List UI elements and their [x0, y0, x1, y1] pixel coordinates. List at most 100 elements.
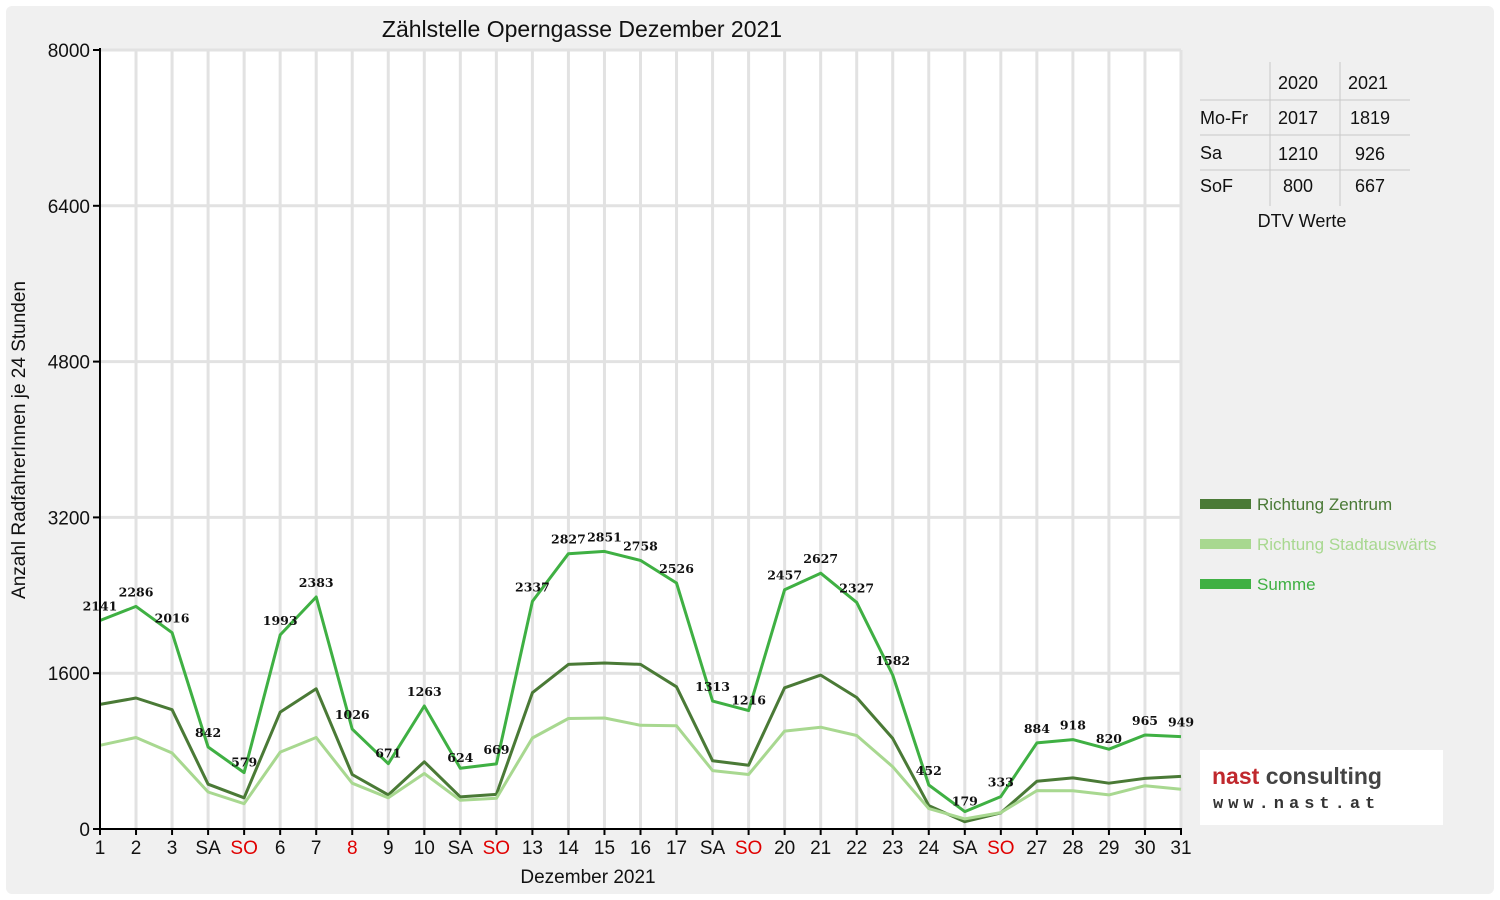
data-label: 669: [483, 742, 509, 757]
x-tick-label: 14: [558, 838, 580, 859]
data-label: 1313: [695, 679, 730, 694]
dtv-cell: 1210: [1278, 144, 1318, 164]
x-tick-label: 15: [594, 838, 615, 859]
data-label: 2457: [767, 568, 802, 583]
x-tick-label: 8: [347, 838, 358, 859]
series-lines: [99, 549, 1182, 824]
legend-swatch: [1200, 579, 1251, 589]
data-label: 884: [1024, 721, 1050, 736]
data-label: 624: [447, 750, 473, 765]
dtv-cell: 667: [1355, 176, 1385, 196]
logo-brand-nast: nast: [1212, 763, 1260, 789]
y-tick-label: 3200: [48, 508, 90, 529]
data-label: 1263: [407, 684, 442, 699]
series-line-1: [99, 716, 1182, 821]
dtv-header-2020: 2020: [1278, 73, 1318, 93]
logo-url: www.nast.at: [1213, 795, 1380, 814]
data-label: 1582: [875, 653, 910, 668]
y-tick-label: 6400: [48, 197, 90, 218]
data-label: 452: [916, 763, 942, 778]
x-tick-labels: 1 2 3 SA SO 6 7 8 9 10 SA SO 13 14 15 16 17 SA SO 20 21 22 23 2…: [95, 838, 1192, 859]
axes: [93, 48, 1182, 835]
x-tick-label: 23: [882, 838, 903, 859]
x-tick-label: SO: [987, 838, 1014, 859]
data-label: 1216: [731, 693, 766, 708]
x-tick-label: 9: [383, 838, 394, 859]
x-tick-label: 1: [95, 838, 106, 859]
dtv-row-label-sa: Sa: [1200, 143, 1223, 163]
x-tick-label: 13: [522, 838, 543, 859]
x-tick-label: 28: [1062, 838, 1083, 859]
data-label: 949: [1168, 715, 1194, 730]
dtv-header-2021: 2021: [1348, 73, 1388, 93]
legend-label: Summe: [1257, 575, 1316, 594]
y-tick-label: 8000: [48, 41, 90, 62]
logo-brand-consulting: consulting: [1266, 763, 1382, 789]
dtv-cell: 926: [1355, 144, 1385, 164]
logo-brand: nast consulting: [1212, 763, 1382, 789]
data-label: 333: [988, 775, 1014, 790]
y-axis-label: Anzahl RadfahrerInnen je 24 Stunden: [9, 281, 30, 599]
logo-box: [1200, 750, 1443, 825]
x-axis-label: Dezember 2021: [520, 867, 655, 888]
data-label: 1993: [263, 613, 298, 628]
data-label: 2141: [83, 599, 118, 614]
x-tick-label: SA: [700, 838, 726, 859]
y-tick-labels: 0 1600 3200 4800 6400 8000: [48, 41, 90, 841]
dtv-table: 2020 2021 Mo-Fr 2017 1819 Sa 1210 926 So…: [1200, 62, 1410, 231]
legend-swatch: [1200, 499, 1251, 509]
logo: nast consulting www.nast.at: [1200, 750, 1443, 825]
data-label: 2627: [803, 551, 838, 566]
data-label: 2827: [551, 532, 586, 547]
data-label: 2016: [155, 611, 190, 626]
y-tick-label: 0: [79, 820, 90, 841]
data-label: 579: [231, 755, 257, 770]
x-tick-label: 30: [1134, 838, 1155, 859]
x-tick-label: 21: [810, 838, 831, 859]
x-tick-label: 22: [846, 838, 867, 859]
x-tick-label: SA: [448, 838, 474, 859]
x-tick-label: 2: [131, 838, 142, 859]
x-tick-label: 7: [311, 838, 322, 859]
legend-label: Richtung Stadtauswärts: [1257, 535, 1437, 554]
x-tick-label: SO: [735, 838, 762, 859]
data-label: 965: [1132, 713, 1158, 728]
dtv-caption: DTV Werte: [1258, 211, 1347, 231]
data-label: 918: [1060, 718, 1086, 733]
dtv-row-label-sof: SoF: [1200, 176, 1233, 196]
data-label: 2383: [299, 575, 334, 590]
chart-title: Zählstelle Operngasse Dezember 2021: [382, 16, 782, 42]
legend-label: Richtung Zentrum: [1257, 495, 1392, 514]
y-tick-label: 1600: [48, 664, 90, 685]
data-label: 179: [952, 794, 978, 809]
legend-swatch: [1200, 539, 1251, 549]
legend: Richtung Zentrum Richtung Stadtauswärts Su…: [1200, 495, 1437, 594]
dtv-row-label-mofr: Mo-Fr: [1200, 108, 1248, 128]
data-label: 820: [1096, 731, 1122, 746]
x-tick-label: 24: [918, 838, 940, 859]
data-label: 2286: [119, 584, 154, 599]
x-tick-label: 16: [630, 838, 651, 859]
x-tick-label: 3: [167, 838, 178, 859]
data-label: 2337: [515, 579, 550, 594]
x-tick-label: SO: [230, 838, 257, 859]
x-tick-label: SA: [952, 838, 978, 859]
data-label: 2758: [623, 538, 658, 553]
series-line-2: [99, 549, 1182, 814]
data-label: 2327: [839, 580, 874, 595]
data-label: 2851: [587, 529, 622, 544]
dtv-cell: 1819: [1350, 108, 1390, 128]
x-tick-label: 29: [1098, 838, 1119, 859]
data-label: 842: [195, 725, 221, 740]
x-tick-label: 31: [1170, 838, 1191, 859]
x-tick-label: SO: [483, 838, 510, 859]
data-label: 1026: [335, 707, 370, 722]
x-tick-label: 17: [666, 838, 687, 859]
x-tick-label: 10: [414, 838, 435, 859]
data-label: 671: [375, 746, 401, 761]
x-tick-label: SA: [195, 838, 221, 859]
x-tick-label: 27: [1026, 838, 1047, 859]
dtv-cell: 800: [1283, 176, 1313, 196]
